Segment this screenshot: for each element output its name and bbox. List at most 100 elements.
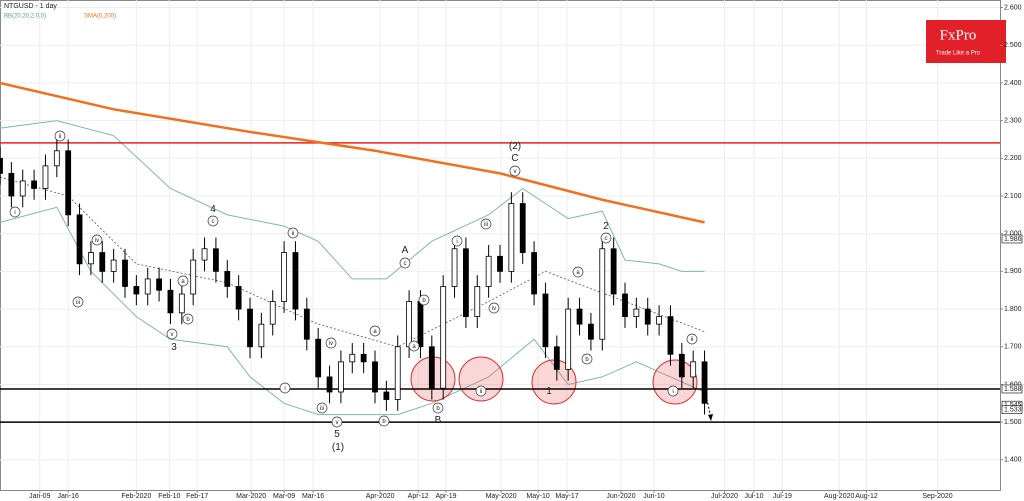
wave-circle (378, 415, 390, 427)
price-label-box (1001, 384, 1023, 394)
wave-circle (488, 302, 500, 314)
y-tick-label: 1.400 (1004, 457, 1022, 464)
candle-body (360, 353, 367, 363)
candle-body (338, 361, 344, 393)
candle-body (508, 203, 515, 272)
logo-box (926, 20, 1006, 63)
candle-body (8, 172, 15, 197)
wave-label: 3 (171, 342, 177, 353)
wave-label: ii (691, 337, 694, 343)
y-tick-label: 2.000 (1004, 231, 1022, 238)
candle-body (428, 346, 435, 389)
x-tick-label: Mar-16 (302, 493, 324, 500)
x-tick-label: Aug-12 (855, 493, 878, 500)
wave-label: ii (292, 231, 295, 237)
price-label-box (1001, 405, 1023, 415)
candle-body (485, 255, 492, 287)
wave-label: ii (59, 134, 62, 140)
wave-circle (475, 385, 487, 397)
price-label: 1.986 (1004, 236, 1022, 243)
indicator-line (0, 176, 705, 348)
wave-circle (325, 337, 337, 349)
candle-body (269, 301, 276, 325)
wave-label: a (181, 279, 185, 285)
wave-circle (9, 206, 21, 218)
candle-body (588, 323, 594, 340)
wave-label: iii (320, 406, 324, 412)
price-label: 1.533 (1004, 407, 1022, 414)
highlight-circle (458, 356, 504, 402)
wave-circle (432, 402, 444, 414)
x-tick-label: Jul-19 (773, 493, 792, 500)
wave-circle (91, 234, 103, 246)
x-tick-label: Apr-12 (408, 493, 429, 500)
y-tick-label: 2.500 (1004, 42, 1022, 49)
candle-body (31, 180, 37, 189)
wave-circle (581, 353, 593, 365)
candle-body (315, 338, 322, 378)
candle-body (99, 252, 106, 272)
y-tick-label: 2.600 (1004, 4, 1022, 11)
candle-body (565, 308, 572, 370)
candle-body (519, 203, 526, 253)
y-tick-label: 1.900 (1004, 268, 1022, 275)
x-tick-label: Mar-09 (273, 493, 295, 500)
candle-body (667, 316, 674, 355)
x-tick-label: Apr-19 (436, 493, 457, 500)
x-tick-label: Apr-2020 (366, 493, 395, 500)
candle-body (144, 278, 151, 295)
candle-body (542, 293, 549, 348)
wave-circle (182, 313, 194, 325)
x-tick-label: Jan-16 (57, 493, 79, 500)
wave-label: 4 (210, 204, 216, 215)
candle-body (303, 308, 310, 340)
x-tick-label: May-17 (555, 493, 578, 500)
candle-body (178, 293, 185, 314)
candle-body (644, 308, 651, 325)
indicator-bb: BB(20,20,2,0,0) (4, 14, 46, 20)
y-tick-label: 1.800 (1004, 306, 1022, 313)
candle-body (235, 286, 242, 310)
candle-body (122, 259, 128, 287)
wave-circle (572, 266, 584, 278)
x-tick-label: May-10 (526, 493, 549, 500)
indicator-sma: SMA(0,200) (84, 14, 116, 20)
wave-label: iii (484, 222, 488, 228)
y-tick-label: 1.700 (1004, 344, 1022, 351)
candle-body (19, 180, 26, 197)
price-label: 1.588 (1004, 386, 1022, 393)
wave-label: a (412, 344, 416, 350)
highlight-circle (652, 359, 698, 405)
candle-body (156, 278, 162, 291)
wave-circle (408, 340, 420, 352)
wave-label: v (171, 332, 174, 338)
candle-body (258, 323, 265, 348)
candle-body (474, 286, 481, 318)
y-tick-label: 2.100 (1004, 193, 1022, 200)
wave-label: iii (76, 300, 80, 306)
wave-label: 2 (603, 221, 609, 232)
wave-circle (418, 294, 430, 306)
x-tick-label: Feb-2020 (121, 493, 151, 500)
wave-circle (600, 232, 612, 244)
y-tick-label: 2.400 (1004, 80, 1022, 87)
wave-circle (287, 227, 299, 239)
x-tick-label: Aug-2020 (824, 493, 854, 500)
candle-body (167, 289, 174, 314)
x-tick-label: Jun-10 (643, 493, 665, 500)
candle-body (497, 255, 503, 272)
candle-body (190, 259, 197, 295)
candle-body (610, 248, 617, 295)
wave-label: a (373, 329, 377, 335)
highlight-circles (410, 356, 698, 405)
wave-label: c (212, 219, 215, 225)
x-tick-label: Jul-10 (744, 493, 763, 500)
x-tick-label: Feb-10 (158, 493, 180, 500)
candle-body (576, 308, 583, 325)
candle-body (599, 248, 606, 340)
logo-title: FxPro (940, 27, 977, 43)
arrow-head (708, 414, 713, 421)
wave-label: i (284, 386, 285, 392)
x-tick-label: Sep-2020 (922, 493, 952, 500)
